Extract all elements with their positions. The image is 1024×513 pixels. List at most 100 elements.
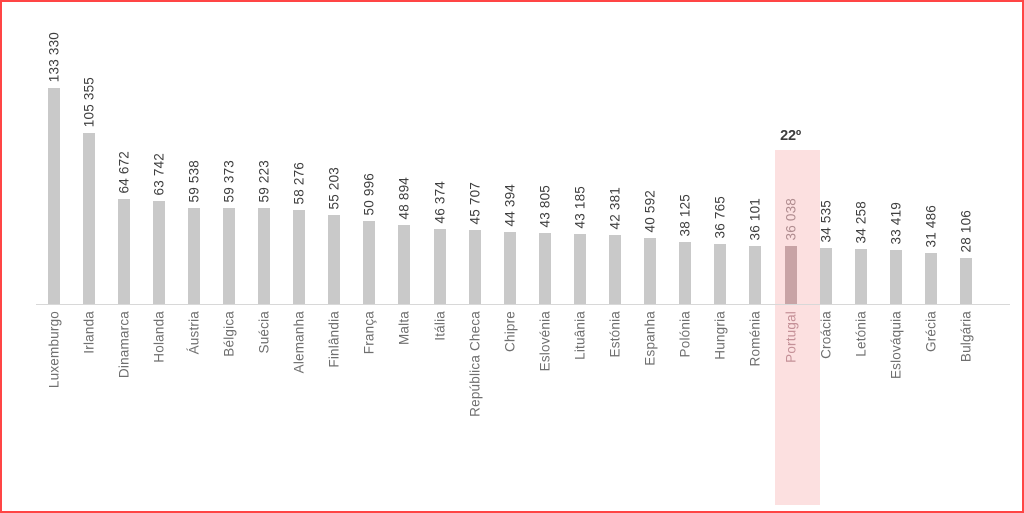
category-label: Bélgica	[221, 311, 237, 357]
category-label: Croácia	[817, 311, 833, 359]
category-label: Roménia	[747, 311, 763, 367]
bar-value-label: 44 394	[502, 183, 518, 227]
bar	[924, 253, 937, 304]
category-label-wrap: Polónia	[668, 311, 703, 501]
bar	[223, 208, 236, 304]
bar-column: 50 996 França	[352, 2, 387, 511]
category-label: Malta	[396, 311, 412, 346]
bar-value-label: 59 373	[221, 159, 237, 203]
bar	[293, 210, 306, 304]
bar-value-label: 63 742	[151, 152, 167, 196]
bar	[503, 232, 516, 304]
bar-column: 48 894 Malta	[387, 2, 422, 511]
bar	[854, 249, 867, 304]
bar-value-label: 50 996	[361, 172, 377, 216]
category-label-wrap: Malta	[387, 311, 422, 501]
bar-column: 28 106 Bulgária	[948, 2, 983, 511]
bar-value-label: 48 894	[396, 176, 412, 220]
bar	[363, 221, 376, 304]
bar	[573, 234, 586, 304]
bar-value-label: 64 672	[115, 150, 131, 194]
bar-column: 43 185 Lituânia	[562, 2, 597, 511]
bar-value-label: 43 185	[572, 185, 588, 229]
category-label-wrap: Letónia	[843, 311, 878, 501]
bar-column: 44 394 Chipre	[492, 2, 527, 511]
bar-columns: 133 330 Luxemburgo 105 355 Irlanda 64 672 Din…	[36, 2, 1010, 511]
bar-value-label: 59 223	[256, 159, 272, 203]
bar-column: 58 276 Alemanha	[282, 2, 317, 511]
bar-value-label: 36 038	[782, 197, 798, 241]
bar-column: 40 592 Espanha	[633, 2, 668, 511]
category-label-wrap: Suécia	[247, 311, 282, 501]
bar-column: 22º 36 038 Portugal	[773, 2, 808, 511]
bar-column: 55 203 Finlândia	[317, 2, 352, 511]
category-label-wrap: Roménia	[738, 311, 773, 501]
bar-value-label: 105 355	[80, 76, 96, 127]
bar-value-label: 46 374	[431, 180, 447, 224]
category-label-wrap: Croácia	[808, 311, 843, 501]
category-label-wrap: Eslováquia	[878, 311, 913, 501]
bar-column: 45 707 República Checa	[457, 2, 492, 511]
bar-column: 38 125 Polónia	[668, 2, 703, 511]
category-label: Eslovénia	[537, 311, 553, 372]
category-label: Polónia	[677, 311, 693, 358]
category-label: Dinamarca	[115, 311, 131, 379]
bar	[679, 242, 692, 304]
bar-value-label: 31 486	[923, 204, 939, 248]
bar-value-label: 40 592	[642, 189, 658, 233]
bar-value-label: 34 535	[817, 199, 833, 243]
bar-value-label: 28 106	[958, 209, 974, 253]
bar-column: 105 355 Irlanda	[71, 2, 106, 511]
bar	[714, 244, 727, 304]
category-label-wrap: Luxemburgo	[36, 311, 71, 501]
category-label: Estónia	[607, 311, 623, 358]
category-label-wrap: Portugal	[773, 311, 808, 501]
bar-column: 34 535 Croácia	[808, 2, 843, 511]
bar-column: 59 223 Suécia	[247, 2, 282, 511]
category-label-wrap: República Checa	[457, 311, 492, 501]
bar	[538, 233, 551, 304]
category-label-wrap: Espanha	[633, 311, 668, 501]
bar	[644, 238, 657, 304]
bar	[889, 250, 902, 304]
category-label: Alemanha	[291, 311, 307, 374]
category-label-wrap: Dinamarca	[106, 311, 141, 501]
bar-column: 46 374 Itália	[422, 2, 457, 511]
bar-value-label: 34 258	[852, 200, 868, 244]
bar-column: 64 672 Dinamarca	[106, 2, 141, 511]
category-label: Hungria	[712, 311, 728, 360]
bar	[749, 246, 762, 304]
bar-value-label: 36 765	[712, 195, 728, 239]
category-label-wrap: Bulgária	[948, 311, 983, 501]
bar-value-label: 59 538	[186, 159, 202, 203]
bar	[117, 199, 130, 304]
bar-column: 59 373 Bélgica	[211, 2, 246, 511]
category-label: Finlândia	[326, 311, 342, 368]
bar-column: 133 330 Luxemburgo	[36, 2, 71, 511]
category-label-wrap: Finlândia	[317, 311, 352, 501]
bar-value-label: 42 381	[607, 186, 623, 230]
bar-value-label: 36 101	[747, 197, 763, 241]
bar	[433, 229, 446, 304]
bar	[47, 88, 60, 304]
category-label: Portugal	[782, 311, 798, 363]
bar-column: 31 486 Grécia	[913, 2, 948, 511]
category-label-wrap: Lituânia	[562, 311, 597, 501]
bar-column: 34 258 Letónia	[843, 2, 878, 511]
category-label-wrap: Chipre	[492, 311, 527, 501]
bar-value-label: 45 707	[466, 181, 482, 225]
category-label: Grécia	[923, 311, 939, 352]
category-label-wrap: Eslovénia	[527, 311, 562, 501]
category-label: República Checa	[466, 311, 482, 417]
bar-column: 36 765 Hungria	[703, 2, 738, 511]
category-label-wrap: Alemanha	[282, 311, 317, 501]
category-label: Chipre	[502, 311, 518, 352]
highlight-band-portugal	[775, 150, 820, 505]
category-label: Áustria	[186, 311, 202, 355]
bar-column: 42 381 Estónia	[598, 2, 633, 511]
category-label-wrap: Áustria	[176, 311, 211, 501]
category-label-wrap: Irlanda	[71, 311, 106, 501]
bar	[468, 230, 481, 304]
category-label: Suécia	[256, 311, 272, 354]
category-label: Itália	[431, 311, 447, 341]
